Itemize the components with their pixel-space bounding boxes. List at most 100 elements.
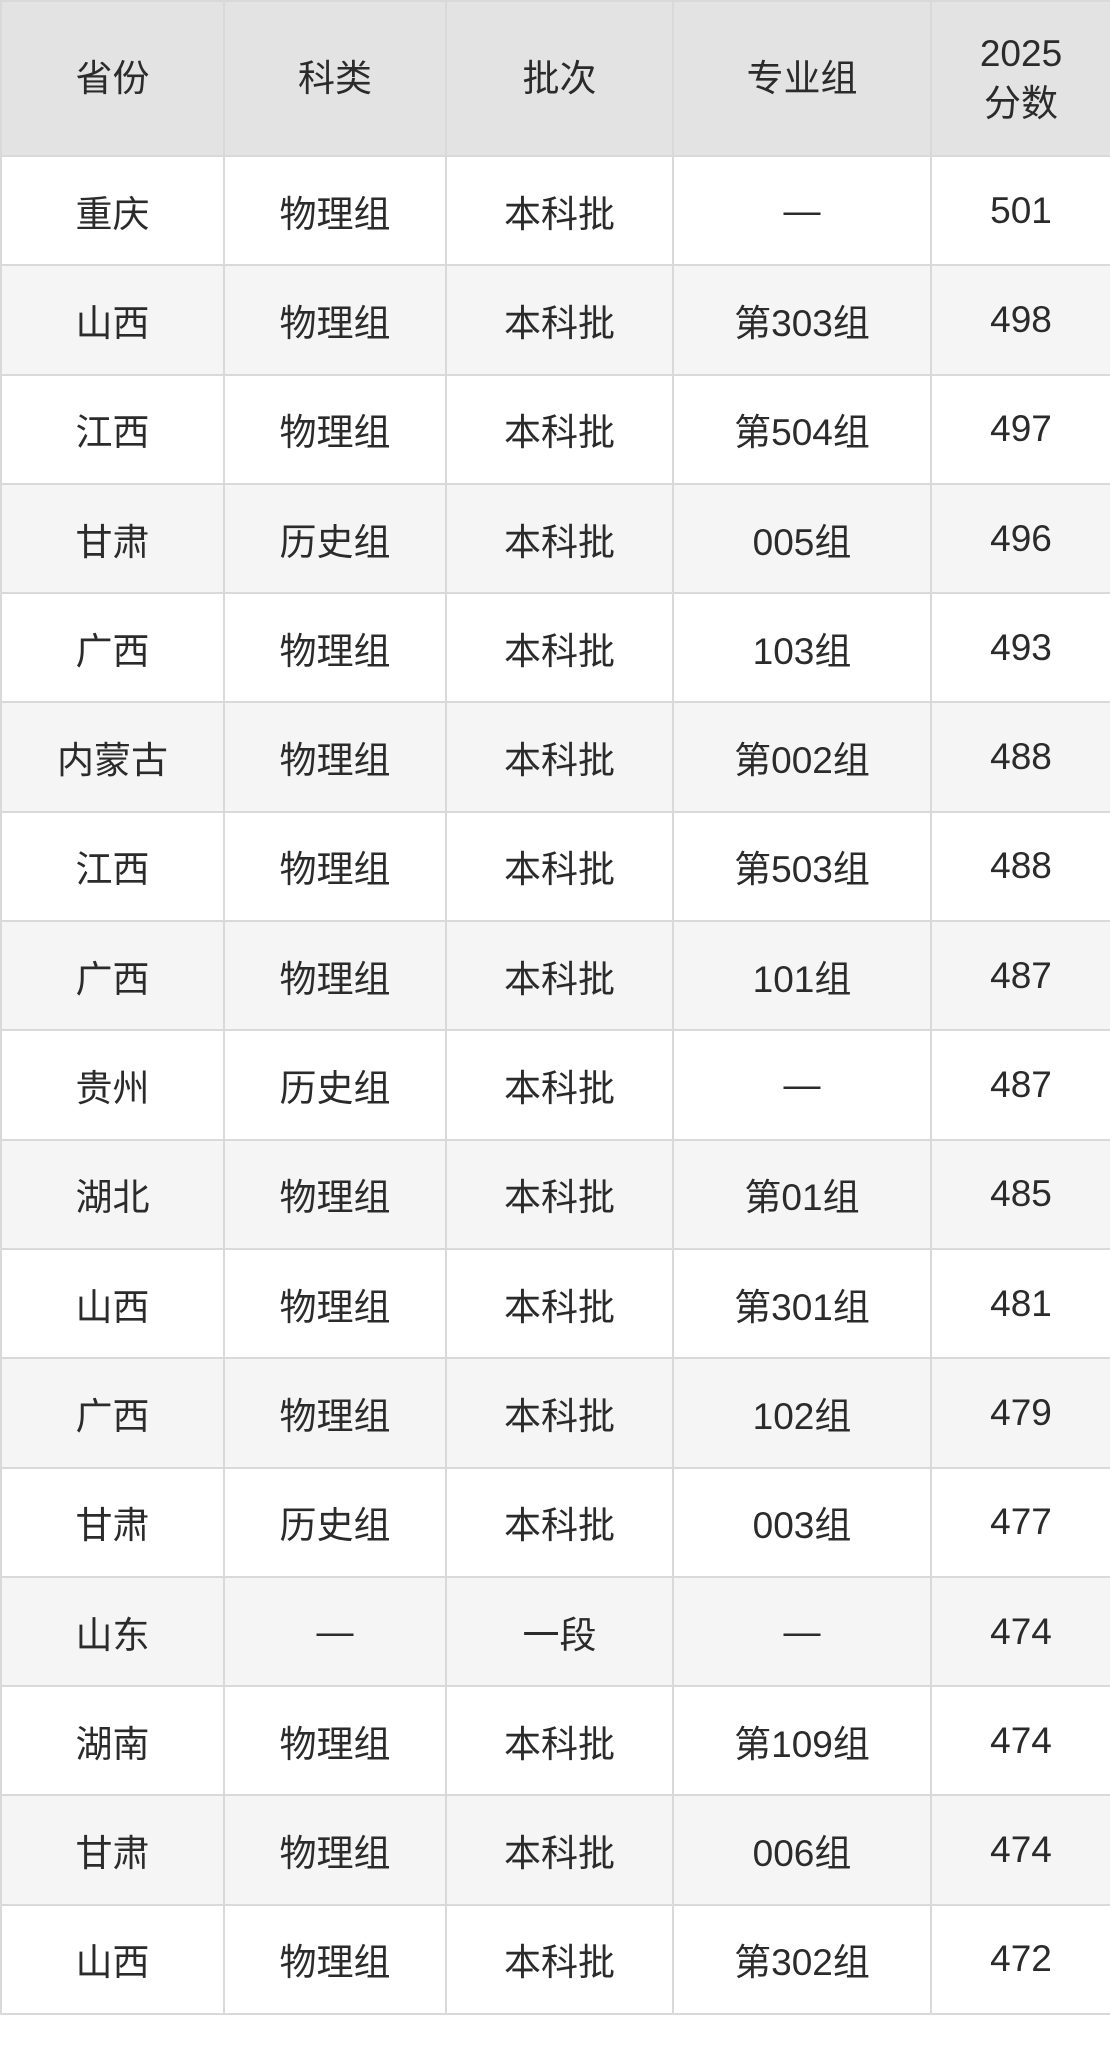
cell-province: 广西 [0, 920, 225, 1032]
cell-score: 474 [930, 1575, 1110, 1688]
cell-score: 477 [930, 1466, 1110, 1578]
cell-score: 488 [930, 810, 1110, 923]
cell-category: 物理组 [223, 154, 447, 267]
cell-score: 474 [930, 1685, 1110, 1797]
cell-score: 488 [930, 701, 1110, 813]
cell-score: 497 [930, 373, 1110, 485]
cell-batch: 本科批 [445, 920, 674, 1032]
table-row: 甘肃 物理组 本科批 006组 474 [0, 1794, 1110, 1906]
cell-category: 物理组 [223, 1138, 447, 1250]
cell-score: 485 [930, 1138, 1110, 1250]
column-header-batch: 批次 [445, 0, 674, 157]
cell-province: 湖北 [0, 1138, 225, 1250]
cell-batch: 本科批 [445, 1794, 674, 1906]
cell-batch: 本科批 [445, 592, 674, 704]
cell-major-group: 第01组 [672, 1138, 932, 1250]
cell-batch: 本科批 [445, 1903, 674, 2016]
cell-category: 物理组 [223, 701, 447, 813]
table-row: 贵州 历史组 本科批 — 487 [0, 1029, 1110, 1141]
cell-major-group: 102组 [672, 1357, 932, 1469]
cell-batch: 一段 [445, 1575, 674, 1688]
cell-province: 甘肃 [0, 1466, 225, 1578]
cell-category: 物理组 [223, 592, 447, 704]
cell-score: 481 [930, 1247, 1110, 1360]
table-row: 山东 — 一段 — 474 [0, 1575, 1110, 1688]
cell-major-group: 第302组 [672, 1903, 932, 2016]
column-header-category: 科类 [223, 0, 447, 157]
column-header-province: 省份 [0, 0, 225, 157]
cell-category: 物理组 [223, 1794, 447, 1906]
cell-province: 内蒙古 [0, 701, 225, 813]
table-body: 重庆 物理组 本科批 — 501 山西 物理组 本科批 第303组 498 江西… [0, 154, 1110, 2016]
cell-major-group: 101组 [672, 920, 932, 1032]
cell-major-group: 103组 [672, 592, 932, 704]
table-row: 江西 物理组 本科批 第504组 497 [0, 373, 1110, 485]
table-row: 广西 物理组 本科批 101组 487 [0, 920, 1110, 1032]
cell-score: 479 [930, 1357, 1110, 1469]
table-row: 湖北 物理组 本科批 第01组 485 [0, 1138, 1110, 1250]
cell-batch: 本科批 [445, 1685, 674, 1797]
cell-category: 历史组 [223, 1029, 447, 1141]
cell-province: 广西 [0, 1357, 225, 1469]
cell-category: 物理组 [223, 1685, 447, 1797]
cell-province: 江西 [0, 810, 225, 923]
cell-category: 物理组 [223, 810, 447, 923]
table-row: 广西 物理组 本科批 103组 493 [0, 592, 1110, 704]
table-row: 甘肃 历史组 本科批 005组 496 [0, 482, 1110, 595]
cell-category: 历史组 [223, 482, 447, 595]
cell-batch: 本科批 [445, 1357, 674, 1469]
table-row: 甘肃 历史组 本科批 003组 477 [0, 1466, 1110, 1578]
cell-batch: 本科批 [445, 810, 674, 923]
cell-major-group: — [672, 154, 932, 267]
table-header-row: 省份 科类 批次 专业组 2025 分数 [0, 0, 1110, 157]
cell-major-group: 第002组 [672, 701, 932, 813]
cell-batch: 本科批 [445, 1247, 674, 1360]
column-header-major-group: 专业组 [672, 0, 932, 157]
table-row: 内蒙古 物理组 本科批 第002组 488 [0, 701, 1110, 813]
cell-category: 物理组 [223, 1247, 447, 1360]
cell-batch: 本科批 [445, 701, 674, 813]
cell-major-group: 005组 [672, 482, 932, 595]
cell-major-group: 第109组 [672, 1685, 932, 1797]
table-row: 江西 物理组 本科批 第503组 488 [0, 810, 1110, 923]
cell-province: 江西 [0, 373, 225, 485]
cell-score: 472 [930, 1903, 1110, 2016]
cell-category: — [223, 1575, 447, 1688]
cell-major-group: 第503组 [672, 810, 932, 923]
cell-batch: 本科批 [445, 264, 674, 376]
cell-category: 物理组 [223, 1903, 447, 2016]
cell-score: 496 [930, 482, 1110, 595]
cell-score: 487 [930, 1029, 1110, 1141]
cell-province: 山东 [0, 1575, 225, 1688]
cell-province: 山西 [0, 1903, 225, 2016]
cell-province: 重庆 [0, 154, 225, 267]
cell-province: 贵州 [0, 1029, 225, 1141]
cell-major-group: 第303组 [672, 264, 932, 376]
cell-category: 物理组 [223, 920, 447, 1032]
cell-major-group: 003组 [672, 1466, 932, 1578]
cell-batch: 本科批 [445, 1138, 674, 1250]
cell-batch: 本科批 [445, 154, 674, 267]
cell-major-group: — [672, 1029, 932, 1141]
table-row: 山西 物理组 本科批 第302组 472 [0, 1903, 1110, 2016]
cell-score: 498 [930, 264, 1110, 376]
cell-score: 474 [930, 1794, 1110, 1906]
column-header-score-2025: 2025 分数 [930, 0, 1110, 157]
cell-province: 广西 [0, 592, 225, 704]
cell-province: 甘肃 [0, 1794, 225, 1906]
cell-batch: 本科批 [445, 482, 674, 595]
cell-major-group: 006组 [672, 1794, 932, 1906]
table-row: 湖南 物理组 本科批 第109组 474 [0, 1685, 1110, 1797]
cell-batch: 本科批 [445, 1029, 674, 1141]
cell-score: 487 [930, 920, 1110, 1032]
cell-batch: 本科批 [445, 373, 674, 485]
table-row: 重庆 物理组 本科批 — 501 [0, 154, 1110, 267]
table-row: 山西 物理组 本科批 第303组 498 [0, 264, 1110, 376]
cell-province: 湖南 [0, 1685, 225, 1797]
cell-major-group: 第504组 [672, 373, 932, 485]
cell-category: 物理组 [223, 264, 447, 376]
cell-major-group: 第301组 [672, 1247, 932, 1360]
cell-province: 山西 [0, 1247, 225, 1360]
cell-major-group: — [672, 1575, 932, 1688]
